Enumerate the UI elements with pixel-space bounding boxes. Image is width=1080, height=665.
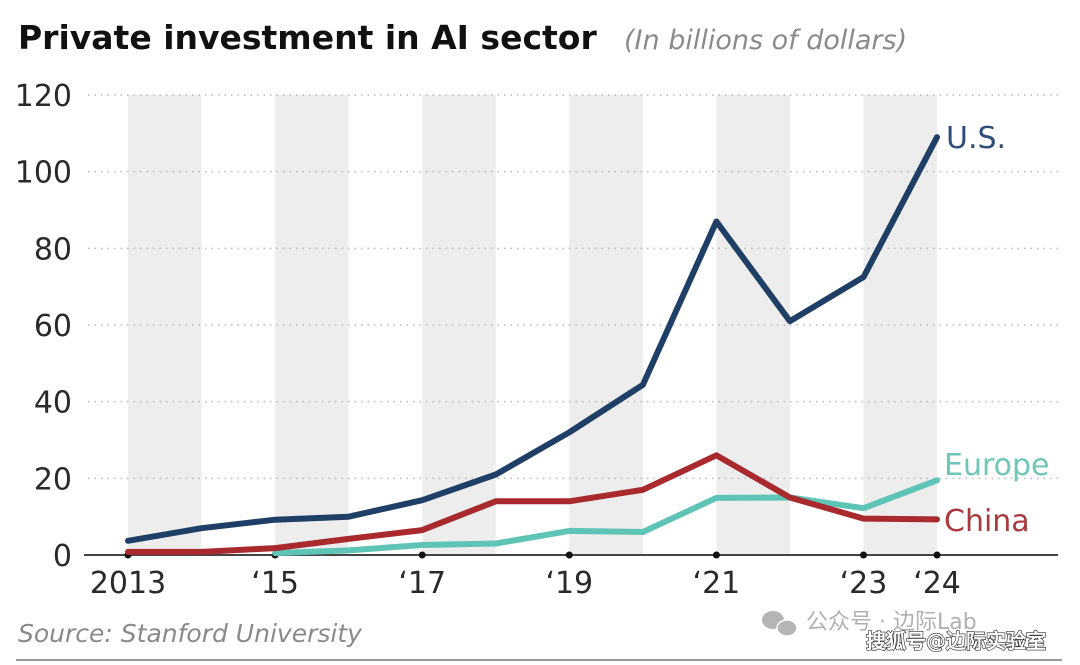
y-tick-label: 100 — [15, 156, 72, 191]
x-axis-tick-dots — [124, 551, 941, 559]
series-label-us: U.S. — [946, 121, 1006, 156]
year-band — [716, 95, 790, 555]
y-axis-ticks: 0 20 40 60 80 100 120 — [15, 79, 72, 574]
year-band — [569, 95, 643, 555]
y-tick-label: 60 — [34, 309, 72, 344]
chart-title: Private investment in AI sector — [18, 18, 597, 57]
y-tick-label: 120 — [15, 79, 72, 114]
year-bands — [128, 95, 938, 555]
y-tick-label: 0 — [53, 539, 72, 574]
year-band — [275, 95, 349, 555]
x-tick-label: ‘17 — [398, 566, 446, 601]
x-axis-ticks: 2013 ‘15 ‘17 ‘19 ‘21 ‘23 ‘24 — [90, 566, 961, 601]
series-line-china — [125, 452, 940, 555]
series-line-us — [125, 134, 940, 544]
x-tick-label: ‘15 — [251, 566, 299, 601]
x-tick-label: ‘24 — [913, 566, 961, 601]
x-tick-dot — [712, 551, 720, 559]
year-band — [128, 95, 202, 555]
x-tick-label: ‘21 — [693, 566, 741, 601]
x-tick-dot — [933, 551, 941, 559]
series-line-europe — [272, 477, 940, 557]
x-tick-dot — [418, 551, 426, 559]
source-note: Source: Stanford University — [18, 619, 363, 648]
wechat-watermark: 公众号 · 边际Lab — [806, 610, 977, 635]
series-label-europe: Europe — [944, 448, 1050, 483]
wechat-icon — [762, 611, 798, 637]
x-tick-label: 2013 — [90, 566, 166, 601]
sohu-watermark: 搜狐号@边际实验室 — [866, 629, 1046, 653]
series-label-china: China — [944, 504, 1030, 539]
x-tick-label: ‘19 — [545, 566, 593, 601]
series-lines — [125, 134, 940, 557]
y-tick-label: 80 — [34, 232, 72, 267]
chart-subtitle: (In billions of dollars) — [624, 25, 907, 56]
y-tick-label: 20 — [34, 462, 72, 497]
x-tick-label: ‘23 — [840, 566, 888, 601]
x-tick-dot — [860, 551, 867, 559]
series-labels: U.S. Europe China — [944, 121, 1050, 539]
x-tick-dot — [565, 551, 573, 559]
y-tick-label: 40 — [34, 386, 72, 421]
